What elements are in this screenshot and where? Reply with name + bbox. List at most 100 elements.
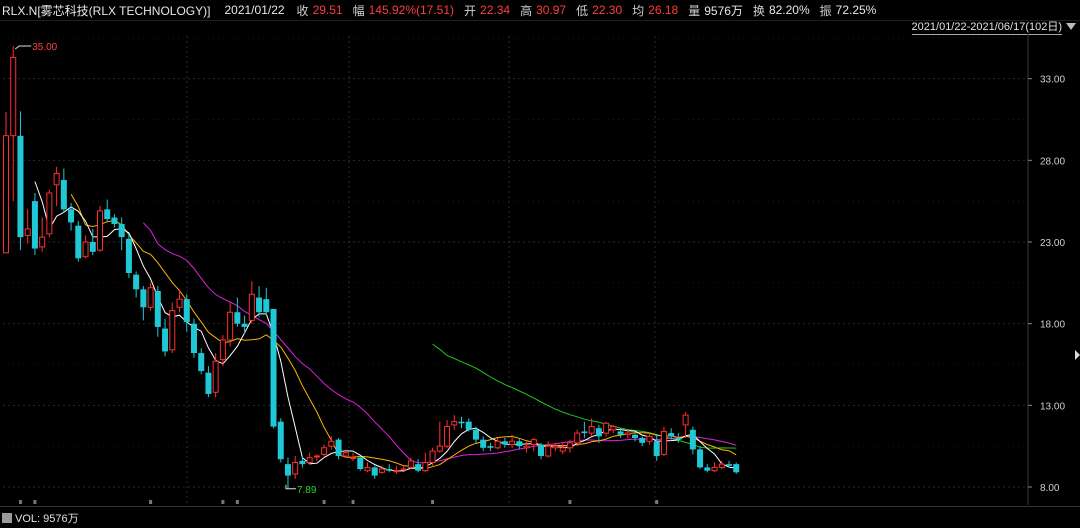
candle-body xyxy=(154,291,161,327)
date-range-selector[interactable]: 2021/01/22-2021/06/17(102日) xyxy=(911,21,1062,35)
candle xyxy=(726,460,732,468)
turnover-value: 82.20% xyxy=(768,3,810,17)
y-tick-label: 23.00 xyxy=(1040,238,1065,249)
high-value: 30.97 xyxy=(536,3,567,17)
candle xyxy=(256,286,263,318)
candle-body xyxy=(436,445,443,452)
candle-body xyxy=(183,299,190,323)
candle-body xyxy=(559,447,566,452)
candle-body xyxy=(234,312,241,324)
volume-value: 9576万 xyxy=(704,3,743,18)
candle-body xyxy=(68,209,75,223)
candle-body xyxy=(494,440,501,449)
candle-body xyxy=(82,241,89,258)
event-marker xyxy=(568,500,572,504)
candlestick-chart[interactable]: 33.00 28.00 23.00 18.00 13.00 8.00 35.00 7.89 xyxy=(0,0,1080,506)
candle xyxy=(407,457,414,470)
candle xyxy=(617,428,624,438)
candle-body xyxy=(263,299,270,313)
candle-body xyxy=(682,414,689,426)
event-marker xyxy=(655,500,659,504)
candle-body xyxy=(125,238,132,274)
candle-body xyxy=(458,421,465,424)
candle xyxy=(328,436,335,450)
candle xyxy=(10,46,17,202)
candle-body xyxy=(10,56,17,137)
candle xyxy=(371,465,378,479)
candle xyxy=(653,434,660,461)
expand-panel-icon[interactable] xyxy=(1075,350,1080,360)
candle-body xyxy=(227,311,234,341)
ticker-label: RLX.N[雾芯科技(RLX TECHNOLOGY)] xyxy=(2,3,211,18)
candle-body xyxy=(17,135,24,238)
candle-body xyxy=(212,360,219,393)
candle xyxy=(574,429,581,447)
candle xyxy=(125,233,132,278)
candle-body xyxy=(198,353,205,372)
candle xyxy=(378,465,385,474)
candle xyxy=(415,459,422,473)
avg-label: 均 xyxy=(632,3,645,18)
candle-body xyxy=(162,328,169,352)
candle-body xyxy=(342,452,349,457)
candle xyxy=(270,308,277,429)
candle-body xyxy=(89,242,96,252)
candle-body xyxy=(299,460,306,465)
event-marker xyxy=(18,500,22,504)
candle-body xyxy=(364,466,371,472)
candle xyxy=(24,209,31,244)
candle-body xyxy=(653,441,660,456)
low-pointer xyxy=(285,484,296,490)
candle xyxy=(3,111,9,254)
candle-body xyxy=(190,323,197,354)
candle xyxy=(17,111,24,251)
quote-header: RLX.N[雾芯科技(RLX TECHNOLOGY)] 2021/01/22 收… xyxy=(0,0,1080,21)
candle xyxy=(559,442,566,455)
candle xyxy=(212,353,219,398)
candle xyxy=(566,439,573,453)
event-marker xyxy=(322,500,326,504)
candle-body xyxy=(697,449,704,468)
candle-body xyxy=(422,462,429,472)
candle-body xyxy=(118,224,125,238)
amplitude-label: 振 xyxy=(819,3,832,18)
candle-body xyxy=(60,179,67,210)
candle-body xyxy=(523,445,530,449)
volume-panel-label: VOL: 9576万 xyxy=(15,513,79,525)
y-tick-label: 33.00 xyxy=(1040,75,1065,86)
candle-body xyxy=(581,431,588,434)
candle xyxy=(603,421,610,437)
candle-body xyxy=(509,440,516,446)
candle-body xyxy=(675,438,682,440)
candle xyxy=(697,446,704,470)
candle xyxy=(133,271,140,298)
y-axis: 33.00 28.00 23.00 18.00 13.00 8.00 xyxy=(1028,75,1065,494)
candle-body xyxy=(668,433,675,437)
candle xyxy=(31,193,38,256)
chevron-down-icon[interactable] xyxy=(1066,23,1076,30)
candle xyxy=(451,415,458,430)
candle xyxy=(104,199,111,223)
candle xyxy=(530,438,537,452)
candle-body xyxy=(516,441,523,447)
candle xyxy=(675,433,682,443)
volume-square-icon xyxy=(2,513,12,523)
candle xyxy=(277,418,284,463)
candle xyxy=(68,202,75,231)
candle-body xyxy=(538,444,545,456)
y-tick-label: 28.00 xyxy=(1040,156,1065,167)
candle-body xyxy=(357,457,364,470)
candle xyxy=(321,444,328,458)
candle-body xyxy=(140,289,147,308)
candle xyxy=(147,282,154,311)
candle xyxy=(284,457,291,489)
candle-body xyxy=(96,210,103,251)
volume-panel: VOL: 9576万 xyxy=(2,510,79,526)
event-marker xyxy=(235,500,239,504)
candle xyxy=(39,217,46,252)
candle-body xyxy=(104,209,111,220)
candle xyxy=(422,452,429,473)
candle xyxy=(682,411,689,438)
candle xyxy=(465,418,472,432)
turnover-label: 换 xyxy=(752,3,765,18)
